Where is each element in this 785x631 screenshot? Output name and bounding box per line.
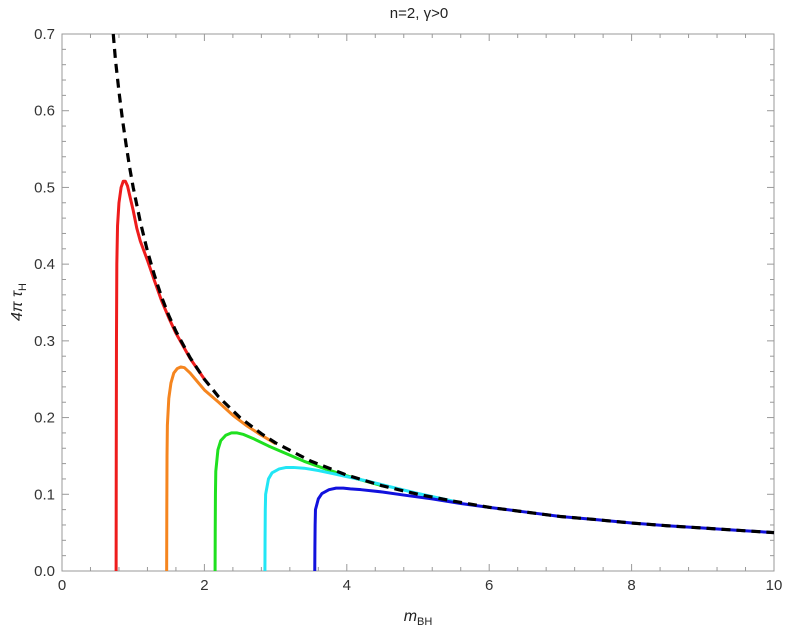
y-tick-label: 0.4 [34, 256, 55, 273]
x-tick-label: 10 [766, 577, 783, 594]
series-line-4 [263, 465, 454, 572]
y-axis-label: 4π τH [9, 283, 29, 321]
x-axis-label-main: m [404, 608, 417, 625]
envelope-dashed-line [111, 33, 775, 535]
x-tick-label: 2 [200, 577, 208, 594]
y-tick-label: 0.7 [34, 26, 55, 43]
y-tick-label: 0.2 [34, 410, 55, 427]
series-line-1 [114, 179, 206, 572]
series-line-2 [165, 365, 277, 572]
tick-labels: 0 2 4 6 8 10 0.0 0.1 0.2 0.3 0.4 0.5 0.6 0.7 [34, 26, 782, 594]
curves [111, 33, 775, 572]
chart-title: n=2, γ>0 [390, 5, 448, 22]
y-axis-label-sub: H [17, 283, 29, 291]
x-tick-label: 6 [485, 577, 493, 594]
y-tick-label: 0.1 [34, 486, 55, 503]
y-tick-label: 0.3 [34, 333, 55, 350]
y-tick-label: 0.6 [34, 103, 55, 120]
tick-marks [61, 33, 775, 572]
x-axis-label-sub: BH [417, 616, 432, 628]
y-tick-label: 0.5 [34, 179, 55, 196]
x-tick-label: 8 [627, 577, 635, 594]
series-line-3 [213, 431, 383, 572]
y-axis-label-main: 4π τ [9, 290, 26, 321]
x-tick-label: 4 [343, 577, 351, 594]
plot-frame [61, 33, 775, 572]
x-axis-label: mBH [404, 608, 433, 628]
y-tick-label: 0.0 [34, 563, 55, 580]
x-tick-label: 0 [58, 577, 66, 594]
plot-area: 0 2 4 6 8 10 0.0 0.1 0.2 0.3 0.4 0.5 0.6 0.7 [34, 26, 782, 594]
